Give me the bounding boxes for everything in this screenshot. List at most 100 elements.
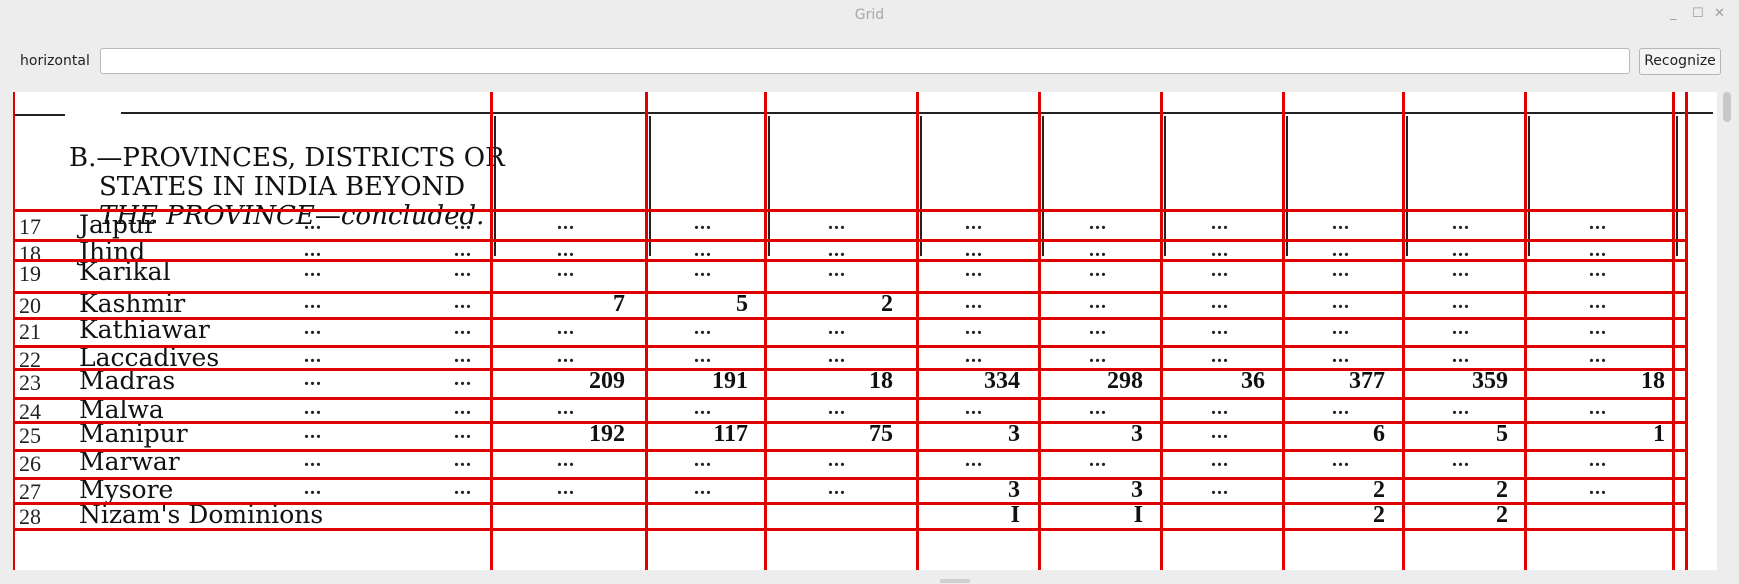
row-number: 28 bbox=[19, 504, 41, 529]
cell-value: 2 bbox=[1373, 477, 1385, 503]
leader-dots: ... bbox=[454, 317, 472, 339]
cell-value: ... bbox=[557, 397, 575, 419]
cell-value: ... bbox=[828, 239, 846, 261]
grid-vertical-line[interactable] bbox=[1282, 92, 1285, 570]
grid-horizontal-line[interactable] bbox=[13, 368, 1686, 371]
leader-dots: ... bbox=[304, 421, 322, 443]
leader-dots: ... bbox=[454, 477, 472, 499]
cell-value: ... bbox=[1589, 291, 1607, 313]
row-number: 25 bbox=[19, 423, 41, 448]
row-number: 27 bbox=[19, 479, 41, 504]
window-title: Grid bbox=[854, 7, 885, 23]
leader-dots: ... bbox=[304, 291, 322, 313]
grid-horizontal-line[interactable] bbox=[13, 239, 1686, 242]
recognize-button[interactable]: Recognize bbox=[1639, 48, 1721, 75]
cell-value: ... bbox=[1089, 259, 1107, 281]
cell-value: ... bbox=[965, 449, 983, 471]
cell-value: ... bbox=[1452, 397, 1470, 419]
cell-value: ... bbox=[694, 317, 712, 339]
grid-vertical-line[interactable] bbox=[13, 92, 15, 570]
cell-value: ... bbox=[1211, 212, 1229, 234]
cell-value: ... bbox=[694, 397, 712, 419]
cell-value: ... bbox=[1211, 397, 1229, 419]
cell-value: 2 bbox=[1496, 502, 1508, 528]
grid-vertical-line[interactable] bbox=[1524, 92, 1527, 570]
cell-value: ... bbox=[1332, 345, 1350, 367]
grid-vertical-line[interactable] bbox=[490, 92, 493, 570]
leader-dots: ... bbox=[304, 477, 322, 499]
cell-value: ... bbox=[1089, 291, 1107, 313]
cell-value: 2 bbox=[881, 291, 893, 317]
cell-value: ... bbox=[1332, 239, 1350, 261]
document-view[interactable]: B.—PROVINCES, DISTRICTS OR STATES IN IND… bbox=[13, 92, 1717, 570]
heading-line-1: B.—PROVINCES, DISTRICTS OR bbox=[69, 143, 505, 173]
cell-value: ... bbox=[1589, 239, 1607, 261]
vertical-scrollbar[interactable] bbox=[1721, 92, 1733, 570]
grid-vertical-line[interactable] bbox=[1160, 92, 1163, 570]
leader-dots: ... bbox=[454, 449, 472, 471]
printed-column-rule bbox=[1676, 116, 1678, 256]
grid-vertical-line[interactable] bbox=[1685, 92, 1688, 570]
minimize-icon[interactable]: _ bbox=[1670, 6, 1677, 21]
cell-value: 377 bbox=[1349, 368, 1385, 394]
cell-value: ... bbox=[694, 212, 712, 234]
cell-value: ... bbox=[557, 449, 575, 471]
leader-dots: ... bbox=[454, 397, 472, 419]
toolbar: horizontal Recognize bbox=[0, 44, 1739, 78]
cell-value: ... bbox=[965, 291, 983, 313]
grid-horizontal-line[interactable] bbox=[13, 209, 1686, 212]
grid-vertical-line[interactable] bbox=[916, 92, 919, 570]
grid-horizontal-line[interactable] bbox=[13, 477, 1686, 480]
cell-value: ... bbox=[1089, 317, 1107, 339]
grid-vertical-line[interactable] bbox=[1672, 92, 1675, 570]
scroll-thumb[interactable] bbox=[1723, 92, 1731, 122]
grid-horizontal-line[interactable] bbox=[13, 345, 1686, 348]
cell-value: 209 bbox=[589, 368, 625, 394]
grid-vertical-line[interactable] bbox=[1402, 92, 1405, 570]
printed-column-rule bbox=[1042, 116, 1044, 256]
grid-input[interactable] bbox=[100, 48, 1630, 74]
cell-value: ... bbox=[1089, 212, 1107, 234]
printed-column-rule bbox=[768, 116, 770, 256]
grid-horizontal-line[interactable] bbox=[13, 317, 1686, 320]
cell-value: ... bbox=[557, 239, 575, 261]
cell-value: ... bbox=[557, 317, 575, 339]
cell-value: ... bbox=[1589, 212, 1607, 234]
orientation-label: horizontal bbox=[20, 53, 90, 69]
grid-vertical-line[interactable] bbox=[764, 92, 767, 570]
rule-fragment bbox=[15, 114, 65, 116]
cell-value: ... bbox=[1089, 239, 1107, 261]
maximize-icon[interactable]: ☐ bbox=[1692, 6, 1704, 21]
grid-vertical-line[interactable] bbox=[1038, 92, 1041, 570]
cell-value: 3 bbox=[1008, 421, 1020, 447]
grid-horizontal-line[interactable] bbox=[13, 421, 1686, 424]
row-number: 21 bbox=[19, 319, 41, 344]
close-icon[interactable]: ✕ bbox=[1714, 6, 1725, 21]
cell-value: 2 bbox=[1496, 477, 1508, 503]
cell-value: ... bbox=[1211, 449, 1229, 471]
grid-horizontal-line[interactable] bbox=[13, 528, 1686, 531]
grid-vertical-line[interactable] bbox=[645, 92, 648, 570]
leader-dots: ... bbox=[454, 291, 472, 313]
leader-dots: ... bbox=[304, 345, 322, 367]
cell-value: ... bbox=[694, 259, 712, 281]
grid-horizontal-line[interactable] bbox=[13, 291, 1686, 294]
cell-value: ... bbox=[965, 239, 983, 261]
horizontal-scroll-thumb[interactable] bbox=[940, 579, 970, 583]
cell-value: ... bbox=[965, 345, 983, 367]
cell-value: 1 bbox=[1653, 421, 1665, 447]
cell-value: ... bbox=[1589, 449, 1607, 471]
title-bar: Grid _ ☐ ✕ bbox=[0, 0, 1739, 30]
cell-value: ... bbox=[557, 212, 575, 234]
heading-line-2: STATES IN INDIA BEYOND bbox=[99, 172, 466, 202]
leader-dots: ... bbox=[454, 345, 472, 367]
cell-value: ... bbox=[1332, 212, 1350, 234]
grid-horizontal-line[interactable] bbox=[13, 449, 1686, 452]
cell-value: ... bbox=[1589, 345, 1607, 367]
grid-horizontal-line[interactable] bbox=[13, 259, 1686, 262]
grid-horizontal-line[interactable] bbox=[13, 397, 1686, 400]
grid-horizontal-line[interactable] bbox=[13, 502, 1686, 505]
cell-value: 75 bbox=[869, 421, 893, 447]
leader-dots: ... bbox=[304, 259, 322, 281]
leader-dots: ... bbox=[304, 212, 322, 234]
